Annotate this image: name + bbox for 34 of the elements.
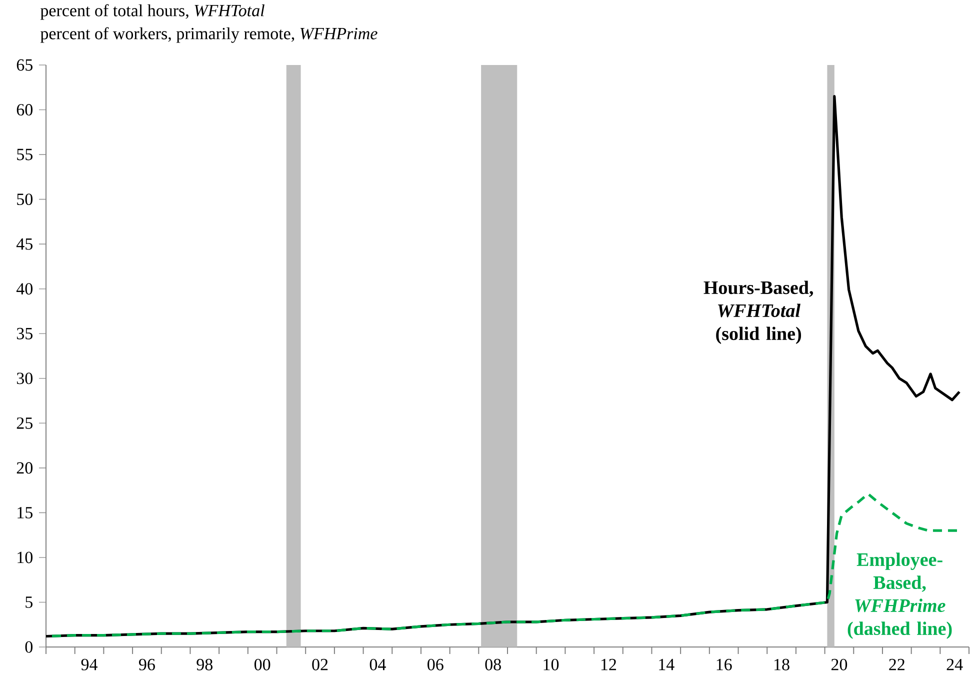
x-tick-label: 98: [196, 658, 212, 670]
x-tick-label: 02: [312, 658, 328, 670]
y-tick-label: 40: [16, 283, 33, 295]
x-tick-label: 14: [659, 658, 674, 670]
x-tick-label: 22: [889, 658, 904, 670]
x-tick-label: 08: [485, 658, 501, 670]
y-tick-label: 60: [16, 104, 33, 116]
x-tick-label: 20: [831, 658, 848, 670]
x-tick-label: 18: [774, 658, 790, 670]
x-tick-label: 06: [428, 658, 444, 670]
annotation: Hours-Based, WFHTotal (solid line): [704, 280, 814, 344]
y-tick-label: 55: [17, 148, 32, 160]
y-tick-label: 45: [16, 238, 32, 250]
y-tick-label: 35: [16, 328, 32, 340]
y-tick-label: 65: [16, 59, 32, 71]
y-tick-label: 15: [18, 506, 32, 518]
x-tick-label: 24: [946, 658, 963, 670]
x-tick-label: 96: [139, 658, 155, 670]
y-tick-label: 50: [17, 194, 33, 206]
x-tick-label: 04: [370, 658, 386, 670]
y-tick-label: 0: [25, 641, 33, 653]
annotation: Employee-Based, WFHPrime (dashed line): [848, 552, 952, 639]
y-tick-label: 30: [16, 372, 33, 384]
chart-subtitle: percent of workers, primarily remote, WFHPrime: [40, 27, 378, 43]
y-tick-label: 10: [18, 552, 33, 564]
x-tick-label: 00: [254, 658, 270, 670]
x-tick-label: 94: [81, 658, 98, 670]
x-tick-label: 12: [601, 658, 616, 670]
y-tick-label: 25: [16, 417, 32, 429]
chart-title: percent of total hours, WFHTotal: [40, 4, 264, 20]
y-tick-label: 5: [26, 596, 32, 608]
y-tick-label: 20: [16, 462, 33, 474]
x-tick-label: 16: [716, 658, 732, 670]
x-tick-label: 10: [544, 658, 559, 670]
